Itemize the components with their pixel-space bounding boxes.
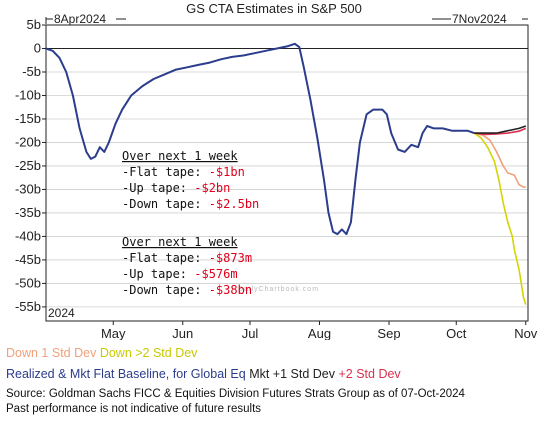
legend-mkt-plus-1-std-dev: Mkt +1 Std Dev (249, 367, 335, 381)
disclaimer-line: Past performance is not indicative of fu… (6, 403, 261, 415)
legend-row-2: Realized & Mkt Flat Baseline, for Global… (6, 367, 401, 381)
annotation-2-header: Over next 1 week (122, 235, 238, 249)
annotation-block-1: Over next 1 week -Flat tape: -$1bn -Up t… (122, 149, 259, 211)
y-tick-label: -35b (15, 205, 41, 220)
end-date-label: 7Nov2024 (452, 12, 507, 26)
annotation-1-line: -Down tape: -$2.5bn (122, 197, 259, 211)
x-tick-label: Aug (308, 326, 331, 340)
y-axis: 5b 0 -5b -10b -15b -20b -25b -30b -35b -40b -45b -5… (15, 17, 46, 314)
cta-chart: GS CTA Estimates in S&P 500 8Apr2024 7No… (0, 0, 548, 340)
annotation-1-header: Over next 1 week (122, 149, 238, 163)
plot-area (46, 25, 528, 321)
y-tick-label: -50b (15, 275, 41, 290)
x-tick-label: Jun (172, 326, 193, 340)
y-tick-label: 5b (27, 17, 41, 32)
y-tick-label: -55b (15, 299, 41, 314)
annotation-2-line: -Down tape: -$38bn (122, 283, 252, 297)
chart-title: GS CTA Estimates in S&P 500 (186, 1, 362, 16)
series-line-down-1-std-dev (474, 133, 526, 187)
legend-row-1: Down 1 Std Dev Down >2 Std Dev (6, 346, 197, 360)
y-tick-label: -15b (15, 111, 41, 126)
legend-baseline: Realized & Mkt Flat Baseline, for Global… (6, 367, 246, 381)
x-axis: May Jun Jul Aug Sep Oct Nov (101, 321, 538, 340)
x-tick-label: Jul (242, 326, 259, 340)
series-lines (46, 44, 526, 305)
y-tick-label: -25b (15, 158, 41, 173)
x-tick-label: Nov (514, 326, 538, 340)
legend-down-1-std-dev: Down 1 Std Dev (6, 346, 96, 360)
y-tick-label: -40b (15, 228, 41, 243)
legend-plus-2-std-dev: +2 Std Dev (338, 367, 400, 381)
legend-down-2-std-dev: Down >2 Std Dev (100, 346, 198, 360)
year-label: 2024 (48, 306, 75, 320)
annotation-1-line: -Flat tape: -$1bn (122, 165, 245, 179)
y-tick-label: -45b (15, 252, 41, 267)
annotation-2-line: -Flat tape: -$873m (122, 251, 252, 265)
annotation-1-line: -Up tape: -$2bn (122, 181, 230, 195)
y-tick-label: -20b (15, 134, 41, 149)
annotation-block-2: Over next 1 week -Flat tape: -$873m -Up … (122, 235, 252, 297)
y-tick-label: -5b (22, 64, 41, 79)
x-tick-label: Oct (446, 326, 467, 340)
source-line: Source: Goldman Sachs FICC & Equities Di… (6, 388, 465, 400)
x-tick-label: May (101, 326, 126, 340)
y-tick-label: -10b (15, 87, 41, 102)
gridlines (46, 25, 528, 307)
y-tick-label: -30b (15, 181, 41, 196)
start-date-label: 8Apr2024 (54, 12, 106, 26)
annotation-2-line: -Up tape: -$576m (122, 267, 238, 281)
start-date-marker: 8Apr2024 (46, 12, 126, 26)
x-tick-label: Sep (377, 326, 400, 340)
end-date-marker: 7Nov2024 (432, 12, 528, 26)
y-tick-label: 0 (34, 40, 41, 55)
